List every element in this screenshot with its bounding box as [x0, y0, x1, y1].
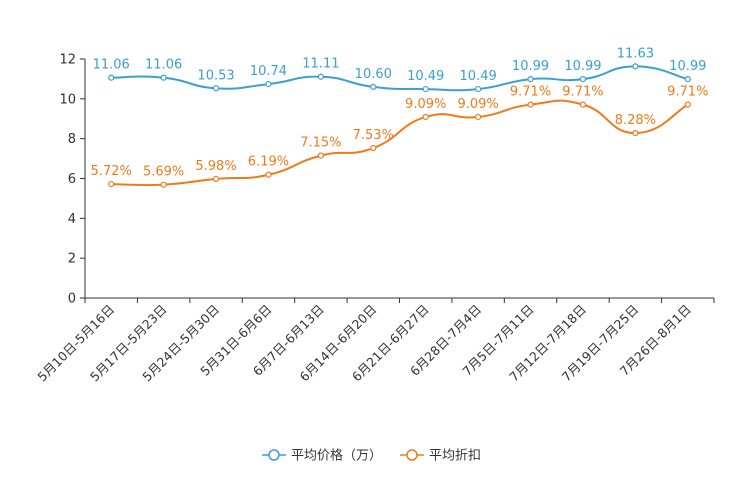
data-point[interactable]: [632, 63, 639, 70]
data-point[interactable]: [160, 181, 167, 188]
data-point[interactable]: [212, 175, 220, 182]
x-axis: 5月10日-5月16日5月17日-5月23日5月24日-5月30日5月31日-6…: [34, 297, 715, 384]
data-label: 11.06: [145, 58, 182, 73]
data-point[interactable]: [527, 101, 534, 108]
data-point[interactable]: [527, 76, 534, 83]
data-point[interactable]: [370, 83, 377, 90]
data-point[interactable]: [579, 76, 587, 83]
series-1: 11.06 11.06 10.53 10.74 11.11 10.60 10.49 10.49…: [93, 46, 706, 93]
data-label: 7.15%: [300, 136, 341, 151]
series-line: [111, 65, 689, 92]
legend-item-2[interactable]: 平均折扣: [400, 449, 481, 464]
y-tick-label: 12: [59, 53, 76, 68]
data-point[interactable]: [422, 113, 429, 121]
y-tick-label: 0: [68, 292, 76, 307]
data-point[interactable]: [475, 85, 482, 93]
y-tick-label: 2: [68, 252, 76, 267]
data-point[interactable]: [212, 85, 220, 92]
series-2: 5.72% 5.69% 5.98% 6.19% 7.15% 7.53% 9.09% 9.09%…: [91, 85, 708, 188]
data-label: 10.60: [355, 67, 392, 82]
legend: 平均价格（万） 平均折扣: [262, 448, 481, 464]
data-point[interactable]: [632, 129, 639, 137]
data-point[interactable]: [370, 144, 377, 152]
data-point[interactable]: [317, 152, 324, 159]
y-tick-label: 6: [68, 172, 76, 187]
data-label: 5.98%: [195, 159, 236, 174]
data-point[interactable]: [579, 101, 587, 108]
data-label: 10.99: [669, 59, 706, 74]
data-point[interactable]: [317, 73, 324, 80]
y-tick-label: 8: [68, 132, 76, 147]
data-label: 10.99: [512, 59, 549, 74]
data-label: 9.09%: [405, 97, 446, 112]
data-label: 6.19%: [248, 155, 289, 170]
data-label: 9.71%: [562, 85, 603, 100]
data-point[interactable]: [265, 80, 272, 88]
y-tick-label: 4: [68, 212, 76, 227]
y-tick-label: 10: [59, 92, 76, 107]
data-label: 9.09%: [457, 97, 498, 112]
data-point[interactable]: [475, 113, 482, 121]
data-label: 10.99: [564, 59, 601, 74]
data-label: 5.69%: [143, 165, 184, 180]
data-label: 11.63: [617, 46, 654, 61]
data-label: 9.71%: [667, 85, 708, 100]
data-point[interactable]: [684, 101, 691, 108]
data-point[interactable]: [684, 76, 691, 83]
legend-label: 平均价格（万）: [291, 448, 382, 464]
data-label: 9.71%: [510, 85, 551, 100]
data-label: 5.72%: [91, 164, 132, 179]
y-axis: 0 2 4 6 8 10 12: [59, 53, 86, 307]
series-layer: 11.06 11.06 10.53 10.74 11.11 10.60 10.49 10.49…: [91, 46, 708, 188]
legend-label: 平均折扣: [429, 449, 481, 464]
data-label: 10.74: [250, 64, 287, 79]
data-label: 10.49: [407, 69, 444, 84]
data-label: 10.49: [460, 69, 497, 84]
data-point[interactable]: [422, 85, 429, 93]
legend-marker-icon: [406, 449, 418, 461]
legend-item-1[interactable]: 平均价格（万）: [262, 448, 382, 464]
data-point[interactable]: [108, 74, 115, 81]
data-point[interactable]: [108, 180, 115, 188]
legend-marker-icon: [268, 449, 280, 461]
data-label: 8.28%: [615, 113, 656, 128]
data-label: 11.11: [302, 57, 339, 72]
data-label: 11.06: [93, 58, 130, 73]
data-label: 10.53: [197, 68, 234, 83]
data-point[interactable]: [265, 171, 272, 178]
data-label: 7.53%: [353, 128, 394, 143]
data-point[interactable]: [160, 74, 167, 81]
